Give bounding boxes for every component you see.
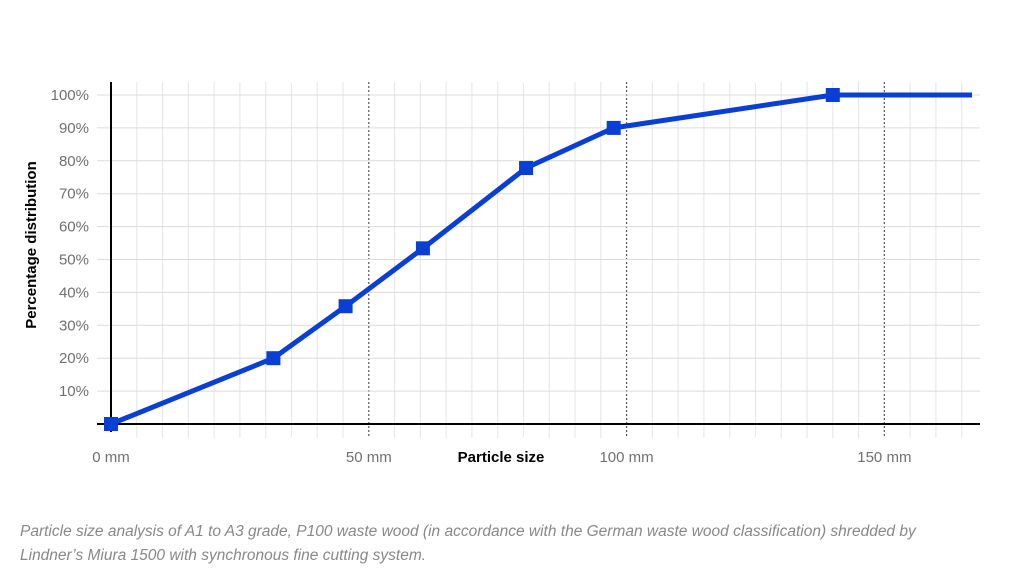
y-tick-label: 40% (59, 284, 89, 301)
data-point-marker (415, 241, 430, 256)
axes (97, 82, 980, 432)
data-point-marker (825, 88, 840, 102)
data-point-marker (338, 299, 353, 314)
y-tick-label: 80% (59, 153, 89, 170)
y-axis-title: Percentage distribution (23, 161, 40, 329)
y-tick-label: 30% (59, 317, 89, 334)
x-tick-labels: 0 mm 50 mm 100 mm 150 mm (92, 449, 911, 466)
y-tick-label: 60% (59, 219, 89, 236)
x-tick-label: 100 mm (599, 449, 653, 466)
x-tick-label: 0 mm (92, 449, 130, 466)
y-tick-label: 50% (59, 252, 89, 269)
x-tick-label: 50 mm (346, 449, 392, 466)
chart-caption: Particle size analysis of A1 to A3 grade… (20, 523, 916, 564)
y-tick-label: 10% (59, 383, 89, 400)
series-line (110, 92, 972, 427)
y-tick-label: 20% (59, 350, 89, 367)
series-group (104, 88, 972, 431)
data-point-marker (519, 161, 534, 176)
y-tick-labels: 10% 20% 30% 40% 50% 60% 70% 80% 90% 100% (51, 87, 89, 400)
x-tick-label: 150 mm (857, 449, 911, 466)
particle-size-chart: 10% 20% 30% 40% 50% 60% 70% 80% 90% 100% 0 mm 50 m… (23, 82, 980, 466)
data-point-marker (266, 351, 281, 366)
data-point-marker (104, 417, 118, 431)
y-tick-label: 70% (59, 186, 89, 203)
data-point-marker (606, 120, 621, 135)
y-tick-label: 90% (59, 120, 89, 137)
x-axis-title: Particle size (458, 449, 545, 466)
grid-horizontal-lines (97, 94, 980, 392)
y-tick-label: 100% (51, 87, 89, 104)
